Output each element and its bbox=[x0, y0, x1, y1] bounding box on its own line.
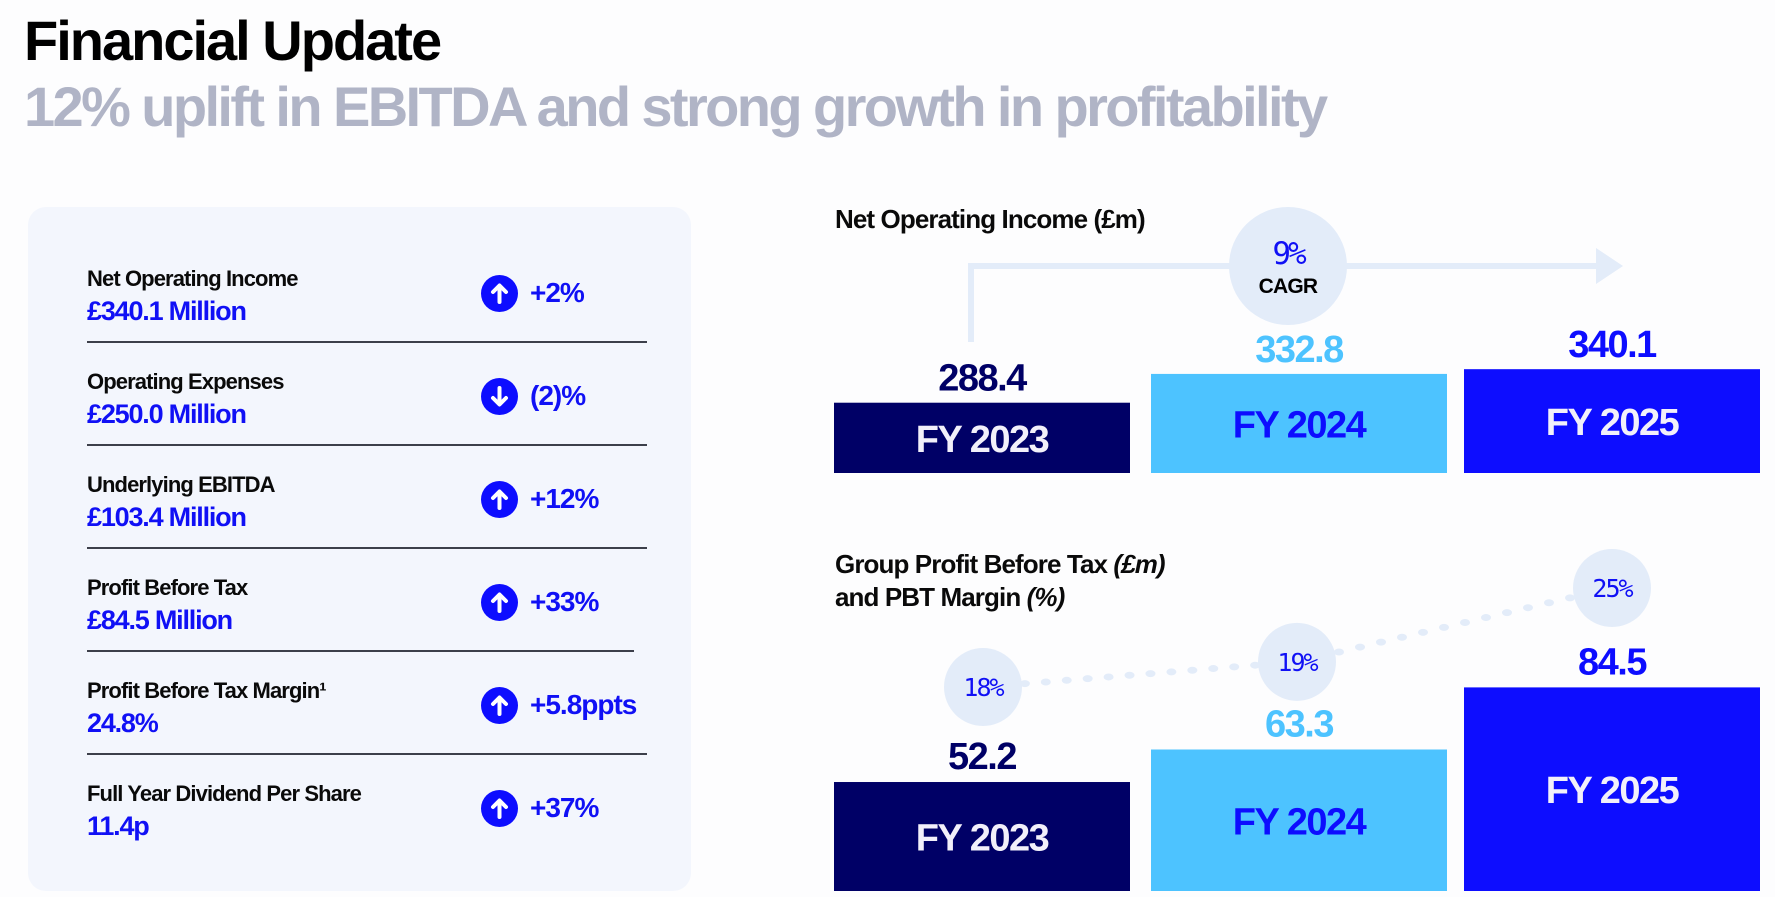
kpi-change: +12% bbox=[530, 483, 599, 514]
arrow-down-circle-icon bbox=[481, 378, 518, 415]
kpi-row: Net Operating Income £340.1 Million +2% bbox=[87, 262, 647, 365]
kpi-label: Full Year Dividend Per Share bbox=[87, 781, 362, 806]
bar-value-label: 288.4 bbox=[938, 358, 1027, 400]
arrow-up-circle-icon bbox=[481, 584, 518, 621]
margin-bubble bbox=[1258, 622, 1336, 701]
bar-value-label: 84.5 bbox=[1578, 641, 1647, 683]
chart-title-part: Group Profit Before Tax bbox=[835, 549, 1114, 579]
margin-trend-dot bbox=[1439, 623, 1449, 631]
bar-category-label: FY 2024 bbox=[1233, 801, 1367, 843]
arrow-up-circle-icon bbox=[481, 275, 518, 312]
bar-noi-fy2025 bbox=[1464, 369, 1760, 473]
bar-value-label: 332.8 bbox=[1255, 329, 1343, 371]
kpi-divider bbox=[87, 547, 647, 549]
margin-trend-dot bbox=[1523, 604, 1533, 612]
chart-title-group-pbt: Group Profit Before Tax (£m) and PBT Mar… bbox=[835, 548, 1166, 614]
cagr-label: CAGR bbox=[1259, 275, 1318, 298]
kpi-value: £250.0 Million bbox=[87, 399, 247, 429]
kpi-divider bbox=[87, 341, 647, 343]
margin-trend-dot bbox=[1103, 673, 1114, 681]
margin-trend-dot bbox=[1061, 676, 1072, 684]
margin-trend-dot bbox=[1565, 594, 1575, 602]
kpi-value: £340.1 Million bbox=[87, 296, 247, 326]
margin-trend-dot bbox=[1418, 628, 1428, 636]
kpi-label: Operating Expenses bbox=[87, 369, 284, 394]
margin-trend-dot bbox=[1250, 661, 1261, 669]
kpi-label: Profit Before Tax Margin¹ bbox=[87, 678, 327, 703]
kpi-card: Net Operating Income £340.1 Million +2% Ope… bbox=[28, 207, 691, 891]
cagr-arrow-head-icon bbox=[1596, 248, 1623, 284]
margin-trend-dot bbox=[1334, 648, 1344, 656]
margin-trend-dot bbox=[1187, 666, 1198, 674]
chart-title-unit: (%) bbox=[1026, 582, 1066, 612]
bar-noi-fy2024 bbox=[1151, 373, 1447, 473]
margin-trend-dot bbox=[1019, 680, 1030, 688]
kpi-label: Profit Before Tax bbox=[87, 575, 248, 600]
bar-value-label: 52.2 bbox=[948, 736, 1016, 778]
bar-pbt-fy2025 bbox=[1464, 687, 1760, 891]
margin-trend-dot bbox=[1376, 638, 1386, 646]
chart-title-part: and PBT Margin bbox=[835, 582, 1027, 612]
margin-bubble bbox=[944, 648, 1022, 726]
kpi-divider bbox=[87, 444, 647, 446]
arrow-up-circle-icon bbox=[481, 481, 518, 518]
margin-trend-dot bbox=[1355, 643, 1365, 651]
page-title: Financial Update bbox=[24, 9, 442, 72]
margin-trend-dot bbox=[1229, 663, 1240, 671]
bar-pbt-fy2023 bbox=[834, 782, 1130, 891]
cagr-bubble bbox=[1229, 207, 1347, 325]
kpi-label: Underlying EBITDA bbox=[87, 472, 276, 497]
kpi-row: Profit Before Tax Margin¹ 24.8% +5.8ppts bbox=[87, 674, 647, 777]
margin-trend-dot bbox=[1397, 633, 1407, 641]
bar-value-label: 340.1 bbox=[1568, 324, 1657, 366]
margin-trend-dot bbox=[1544, 599, 1554, 607]
bar-pbt-fy2024 bbox=[1151, 749, 1447, 891]
kpi-change: +33% bbox=[530, 586, 599, 617]
cagr-arrow-stem bbox=[968, 263, 974, 342]
chart-title-unit: (£m) bbox=[1113, 549, 1165, 579]
cagr-value: 9% bbox=[1272, 236, 1307, 272]
margin-trend-dot bbox=[1124, 671, 1135, 679]
kpi-row: Profit Before Tax £84.5 Million +33% bbox=[87, 571, 647, 674]
margin-label: 18% bbox=[963, 673, 1004, 702]
kpi-change: +2% bbox=[530, 277, 585, 308]
margin-trend-dot bbox=[1040, 678, 1051, 686]
margin-trend-dot bbox=[1208, 665, 1219, 673]
margin-trend-dot bbox=[1502, 609, 1512, 617]
kpi-change: +37% bbox=[530, 792, 599, 823]
chart-title-net-operating-income: Net Operating Income (£m) bbox=[835, 204, 1146, 234]
kpi-row: Full Year Dividend Per Share 11.4p +37% bbox=[87, 777, 647, 880]
margin-label: 19% bbox=[1277, 648, 1318, 677]
kpi-divider bbox=[87, 650, 634, 652]
bar-value-label: 63.3 bbox=[1265, 704, 1333, 746]
margin-trend-dot bbox=[1166, 668, 1177, 676]
kpi-change: +5.8ppts bbox=[530, 689, 637, 720]
margin-label: 25% bbox=[1592, 574, 1633, 603]
page-subtitle: 12% uplift in EBITDA and strong growth i… bbox=[24, 75, 1328, 138]
bar-category-label: FY 2023 bbox=[916, 419, 1049, 461]
bar-category-label: FY 2025 bbox=[1546, 402, 1680, 444]
kpi-value: £84.5 Million bbox=[87, 605, 233, 635]
kpi-row: Underlying EBITDA £103.4 Million +12% bbox=[87, 468, 647, 571]
kpi-label: Net Operating Income bbox=[87, 266, 299, 291]
bar-noi-fy2023 bbox=[834, 402, 1130, 473]
margin-trend-dot bbox=[1145, 670, 1156, 678]
kpi-value: 24.8% bbox=[87, 708, 159, 738]
arrow-up-circle-icon bbox=[481, 687, 518, 724]
margin-bubble bbox=[1573, 549, 1651, 627]
kpi-row: Operating Expenses £250.0 Million (2)% bbox=[87, 365, 647, 468]
kpi-value: 11.4p bbox=[87, 811, 150, 841]
bar-category-label: FY 2023 bbox=[916, 818, 1049, 860]
kpi-divider bbox=[87, 753, 647, 755]
kpi-change: (2)% bbox=[530, 380, 586, 411]
arrow-up-circle-icon bbox=[481, 790, 518, 827]
margin-trend-dot bbox=[1460, 618, 1470, 626]
bar-category-label: FY 2024 bbox=[1233, 404, 1367, 446]
margin-trend-dot bbox=[1082, 675, 1093, 683]
bar-category-label: FY 2025 bbox=[1546, 770, 1680, 812]
margin-trend-dot bbox=[1481, 614, 1491, 622]
kpi-value: £103.4 Million bbox=[87, 502, 247, 532]
